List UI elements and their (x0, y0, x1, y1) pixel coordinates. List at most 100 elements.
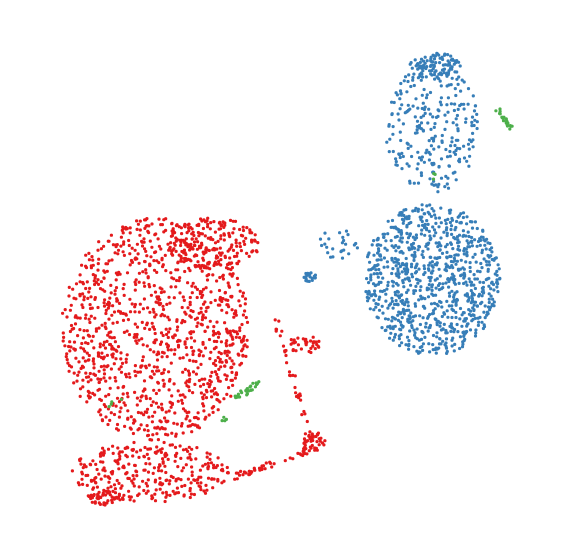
scatter-point-series-0 (399, 210, 403, 215)
scatter-point-series-0 (428, 261, 432, 265)
scatter-point-series-1 (245, 338, 249, 342)
scatter-point-series-1 (87, 358, 91, 362)
scatter-point-series-1 (97, 240, 101, 244)
scatter-point-series-1 (76, 334, 80, 338)
scatter-point-series-1 (134, 339, 138, 343)
scatter-point-series-0 (479, 261, 483, 266)
scatter-point-series-0 (445, 349, 449, 354)
scatter-point-series-0 (456, 127, 460, 131)
scatter-point-series-1 (161, 304, 165, 308)
scatter-point-series-1 (152, 372, 156, 376)
scatter-point-series-2 (223, 419, 227, 423)
scatter-point-series-1 (183, 342, 187, 346)
scatter-point-series-1 (143, 247, 147, 251)
scatter-point-series-1 (304, 341, 308, 345)
scatter-point-series-0 (410, 262, 414, 266)
scatter-point-series-0 (457, 159, 461, 163)
scatter-point-series-0 (377, 249, 381, 253)
scatter-point-series-0 (377, 267, 381, 272)
scatter-point-series-1 (160, 287, 164, 291)
scatter-point-series-1 (121, 231, 125, 235)
scatter-point-series-1 (231, 329, 235, 333)
scatter-point-series-0 (414, 97, 418, 101)
scatter-point-series-0 (403, 75, 408, 79)
scatter-point-series-1 (212, 466, 216, 470)
scatter-point-series-1 (124, 472, 128, 476)
scatter-point-series-1 (193, 382, 197, 386)
scatter-point-series-1 (179, 478, 183, 482)
scatter-point-series-1 (138, 233, 142, 237)
scatter-point-series-0 (467, 147, 471, 151)
scatter-point-series-1 (142, 237, 146, 241)
scatter-point-series-0 (405, 297, 409, 301)
scatter-point-series-0 (473, 118, 477, 122)
scatter-point-series-1 (207, 248, 211, 253)
scatter-point-series-1 (164, 269, 168, 273)
scatter-point-series-0 (423, 111, 427, 115)
scatter-point-series-0 (374, 305, 378, 309)
scatter-point-series-1 (190, 227, 194, 231)
scatter-point-series-1 (67, 369, 71, 373)
scatter-point-series-1 (218, 400, 222, 404)
scatter-point-series-1 (210, 370, 214, 374)
scatter-point-series-0 (454, 303, 458, 307)
scatter-point-series-1 (116, 386, 120, 390)
scatter-point-series-1 (81, 378, 85, 382)
scatter-point-series-1 (155, 445, 159, 449)
scatter-point-series-0 (421, 304, 425, 308)
scatter-point-series-1 (86, 473, 90, 477)
scatter-point-series-0 (388, 336, 392, 340)
scatter-point-series-0 (385, 260, 389, 264)
scatter-point-series-1 (188, 314, 192, 318)
scatter-point-series-0 (415, 349, 419, 353)
scatter-point-series-1 (127, 243, 131, 248)
scatter-point-series-1 (152, 284, 156, 288)
scatter-point-series-1 (218, 275, 222, 280)
scatter-point-series-0 (456, 253, 460, 257)
scatter-point-series-0 (462, 80, 466, 84)
scatter-point-series-1 (200, 232, 204, 236)
scatter-point-series-0 (465, 215, 469, 219)
scatter-point-series-1 (189, 458, 193, 462)
scatter-point-series-1 (217, 350, 221, 354)
scatter-point-series-0 (383, 317, 388, 321)
scatter-point-series-0 (409, 144, 413, 148)
scatter-point-series-1 (288, 374, 292, 378)
scatter-point-series-1 (87, 353, 91, 358)
scatter-point-series-1 (131, 431, 135, 436)
scatter-point-series-1 (291, 348, 295, 352)
scatter-point-series-1 (61, 331, 65, 335)
scatter-point-series-1 (190, 232, 194, 236)
scatter-point-series-0 (422, 272, 426, 277)
scatter-point-series-2 (245, 387, 249, 391)
scatter-point-series-0 (452, 330, 456, 334)
scatter-point-series-0 (453, 102, 457, 106)
scatter-point-series-1 (190, 284, 194, 288)
scatter-point-series-1 (294, 391, 298, 395)
scatter-point-series-0 (465, 222, 469, 226)
scatter-point-series-1 (65, 315, 69, 319)
scatter-point-series-1 (98, 454, 103, 458)
scatter-point-series-0 (464, 120, 468, 124)
scatter-point-series-0 (455, 322, 459, 327)
scatter-point-series-0 (407, 344, 411, 348)
scatter-point-series-1 (158, 342, 163, 346)
scatter-point-series-0 (331, 247, 335, 251)
scatter-point-series-1 (186, 477, 190, 481)
scatter-point-series-0 (425, 228, 429, 232)
scatter-point-series-0 (432, 228, 437, 232)
scatter-point-series-1 (85, 400, 89, 404)
scatter-point-series-0 (471, 94, 475, 98)
scatter-point-series-0 (419, 294, 423, 298)
scatter-point-series-1 (114, 286, 119, 290)
scatter-point-series-1 (114, 348, 118, 352)
scatter-point-series-0 (417, 338, 421, 342)
scatter-point-series-0 (418, 314, 422, 318)
scatter-point-series-1 (220, 299, 224, 304)
scatter-point-series-1 (183, 251, 187, 255)
scatter-point-series-1 (91, 334, 95, 338)
scatter-point-series-0 (423, 233, 427, 237)
scatter-point-series-1 (224, 360, 229, 364)
scatter-point-series-1 (96, 262, 100, 266)
scatter-point-series-1 (310, 443, 314, 448)
